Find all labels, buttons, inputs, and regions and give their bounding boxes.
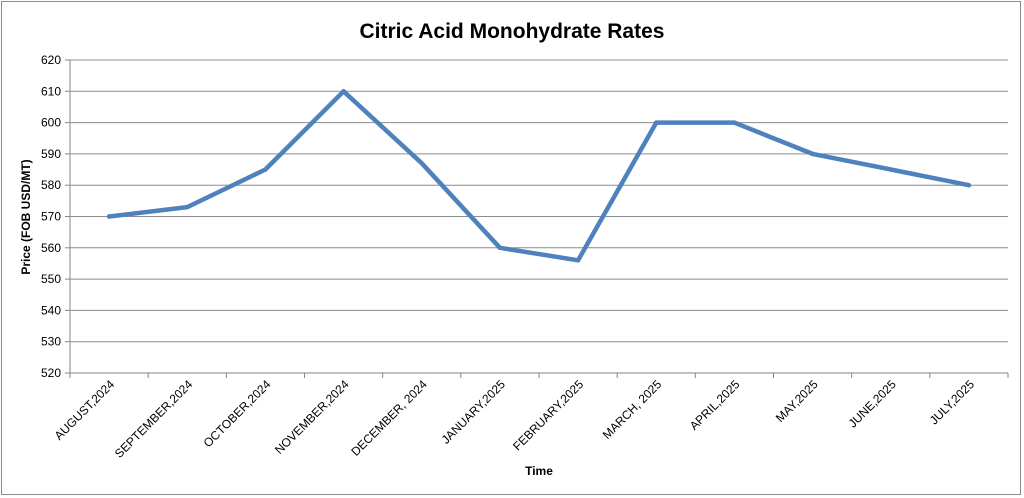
x-tick-label: JANUARY,2025 [439, 377, 509, 447]
x-tick-label: OCTOBER,2024 [201, 377, 274, 450]
y-tick-label: 550 [41, 272, 61, 286]
y-axis-label: Price (FOB USD/MT) [19, 159, 33, 274]
data-point [497, 245, 503, 250]
data-point [810, 151, 815, 157]
data-point [575, 258, 581, 263]
y-axis-ticks: 520 530 540 550 560 570 580 590 600 610 620 [41, 53, 70, 380]
y-tick-label: 610 [41, 84, 61, 98]
y-tick-label: 590 [41, 147, 61, 161]
y-tick-label: 570 [41, 210, 61, 224]
y-tick-label: 520 [41, 366, 61, 380]
x-tick-label: SEPTEMBER,2024 [112, 377, 196, 461]
y-tick-label: 540 [41, 303, 61, 317]
x-axis-label: Time [525, 464, 553, 478]
x-tick-label: AUGUST,2024 [52, 377, 118, 443]
y-tick-label: 530 [41, 335, 61, 349]
y-tick-label: 620 [41, 53, 61, 67]
x-tick-label: MARCH, 2025 [600, 377, 665, 442]
series-line [106, 89, 972, 263]
gridlines [69, 59, 1008, 374]
data-point [263, 167, 268, 172]
data-point [966, 183, 972, 188]
y-tick-label: 560 [41, 241, 61, 255]
chart-title: Citric Acid Monohydrate Rates [360, 20, 665, 43]
data-point [888, 167, 893, 172]
x-tick-label: JULY,2025 [927, 377, 977, 427]
y-tick-label: 600 [41, 116, 61, 130]
data-point [654, 120, 659, 125]
data-point [341, 89, 346, 94]
x-tick-label: APRIL,2025 [687, 377, 743, 433]
data-point [732, 120, 737, 125]
x-tick-label: NOVEMBER,2024 [272, 377, 352, 457]
data-point [106, 214, 112, 219]
x-tick-label: DECEMBER, 2024 [348, 377, 430, 459]
x-tick-label: MAY,2025 [773, 377, 821, 425]
series-layer [106, 89, 972, 263]
data-point [419, 161, 424, 166]
x-tick-label: FEBRUARY,2025 [510, 377, 586, 453]
x-tick-label: JUNE,2025 [846, 377, 900, 431]
y-tick-label: 580 [41, 178, 61, 192]
data-point [185, 204, 190, 210]
